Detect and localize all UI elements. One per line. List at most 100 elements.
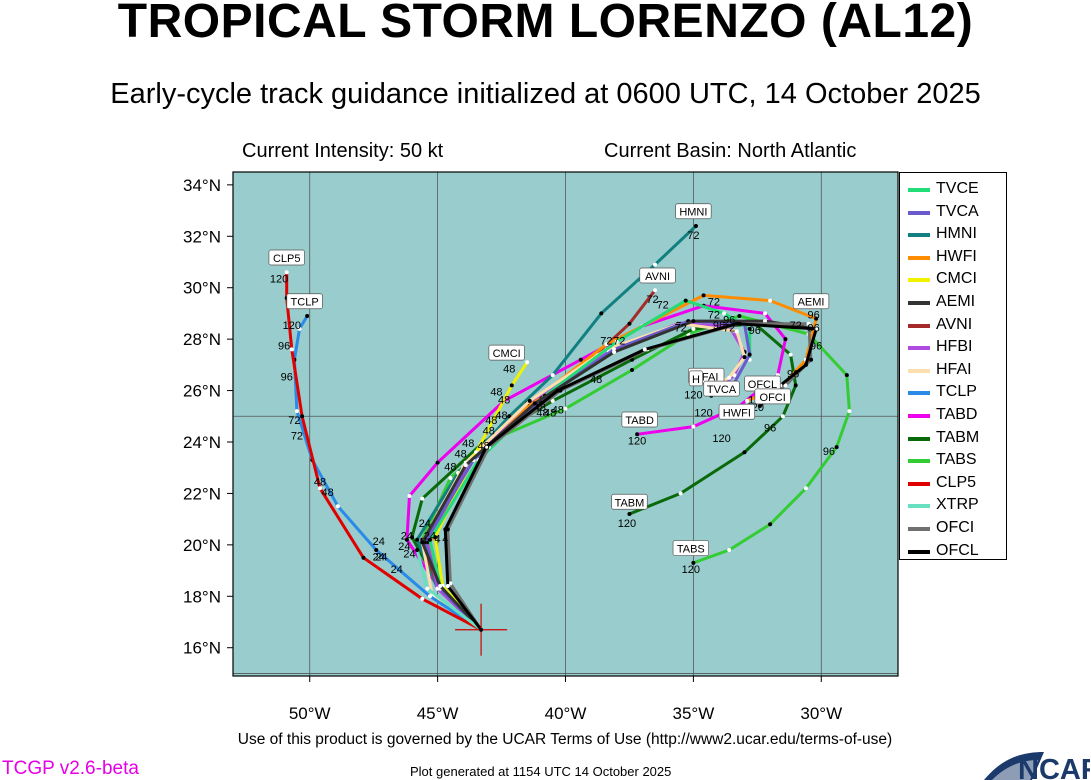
- track-point-tabd: [691, 424, 696, 429]
- hour-label: 48: [462, 438, 474, 450]
- hour-label: 96: [713, 320, 725, 332]
- legend-swatch: [908, 504, 930, 509]
- legend-swatch: [908, 278, 930, 283]
- track-point-hwfi: [604, 342, 609, 347]
- track-point-ofci: [783, 383, 788, 388]
- hour-label: 48: [590, 374, 602, 386]
- hour-label: 72: [646, 294, 658, 306]
- legend-label: TABM: [936, 428, 980, 446]
- track-label-ofci: OFCI: [754, 388, 791, 405]
- hour-label: 48: [322, 487, 334, 499]
- track-point-avni: [653, 288, 658, 293]
- hour-label: 48: [485, 415, 497, 427]
- logo-text: NCAR: [1018, 754, 1090, 780]
- track-label-hmni: HMNI: [675, 203, 712, 220]
- track-label-tvca: TVCA: [703, 380, 740, 397]
- storm-position-marker: [455, 603, 508, 656]
- legend-label: HWFI: [936, 247, 977, 265]
- y-tick-label: 30°N: [183, 279, 221, 298]
- x-tick-label: 35°W: [673, 704, 715, 723]
- track-label-box: [754, 388, 791, 405]
- track-point-ofcl: [734, 321, 739, 326]
- track-point-tabs: [727, 548, 732, 552]
- legend-swatch: [908, 255, 930, 260]
- track-point-xtrp: [425, 586, 430, 591]
- track-label-box: [792, 293, 830, 310]
- legend-item-ofcl: OFCL: [900, 540, 1006, 563]
- legend-item-hfai: HFAI: [900, 359, 1006, 382]
- legend-item-aemi: AEMI: [900, 291, 1006, 314]
- track-point-tvce: [614, 339, 619, 344]
- y-tick-label: 32°N: [183, 227, 221, 246]
- track-label-h: H: [688, 370, 703, 387]
- track-label-box: [286, 293, 323, 310]
- hour-label: 48: [314, 477, 326, 489]
- legend-item-avni: AVNI: [900, 314, 1006, 337]
- track-point-tvce: [427, 537, 432, 542]
- hour-label: 96: [723, 315, 735, 327]
- track-label-box: [688, 370, 703, 387]
- y-tick-label: 22°N: [183, 484, 221, 503]
- legend-label: HFAI: [936, 360, 972, 378]
- track-cmci: [433, 360, 529, 632]
- generated-timestamp: Plot generated at 1154 UTC 14 October 20…: [410, 764, 672, 779]
- track-label-text: H: [692, 374, 700, 386]
- track-label-text: AVNI: [645, 271, 670, 283]
- track-point-tabm: [691, 326, 696, 331]
- track-point-tabm: [550, 398, 555, 403]
- track-label-text: CMCI: [493, 348, 521, 360]
- legend-label: OFCI: [936, 519, 975, 536]
- logo-swoosh-highlight-icon: [992, 760, 1038, 780]
- track-point-tclp: [294, 409, 299, 414]
- track-label-box: [639, 267, 676, 284]
- track-point-tvca: [747, 352, 752, 357]
- legend-label: AVNI: [936, 315, 973, 333]
- track-point-tabd: [635, 432, 640, 437]
- track-label-text: AEMI: [798, 297, 825, 309]
- track-point-tabm: [788, 352, 793, 357]
- legend-swatch: [908, 346, 930, 351]
- hour-label: 72: [723, 322, 735, 334]
- legend-swatch: [908, 549, 930, 554]
- track-point-aemi: [420, 540, 425, 545]
- hour-label: 48: [478, 441, 490, 453]
- current-basin: Current Basin: North Atlantic: [604, 140, 857, 162]
- track-point-tabd: [578, 357, 583, 362]
- track-label-tabd: TABD: [621, 411, 658, 428]
- hour-label: 24: [424, 531, 436, 543]
- track-point-hwfi: [768, 298, 773, 303]
- hour-label: 96: [278, 340, 290, 352]
- track-point-tvce: [722, 311, 727, 316]
- track-point-ofcl: [484, 445, 489, 450]
- hour-label: 24: [391, 564, 403, 576]
- legend-swatch: [908, 527, 930, 531]
- track-point-ofcl: [803, 362, 808, 367]
- hour-label: 72: [708, 310, 720, 322]
- legend-item-hmni: HMNI: [900, 223, 1006, 246]
- hour-label: 96: [823, 446, 835, 458]
- track-label-tclp: TCLP: [286, 293, 323, 310]
- track-label-box: [268, 249, 305, 266]
- track-point-tabs: [448, 476, 453, 480]
- track-point-ofcl: [757, 404, 762, 408]
- y-tick-label: 34°N: [183, 176, 221, 195]
- track-point-hwfi: [701, 293, 706, 298]
- track-point-clp5: [420, 596, 425, 601]
- track-label-box: [672, 540, 709, 556]
- track-label-text: OFCL: [748, 379, 777, 391]
- track-point-tabm: [420, 496, 425, 501]
- hour-label: 24: [403, 549, 415, 561]
- track-point-xtrp: [415, 548, 420, 552]
- hour-label: 72: [291, 430, 303, 442]
- hour-label: 24: [419, 518, 431, 530]
- legend-swatch: [908, 414, 930, 418]
- x-tick-label: 40°W: [545, 704, 587, 723]
- hour-label: 48: [455, 448, 467, 460]
- track-label-box: [675, 203, 712, 220]
- hour-label: 96: [807, 310, 819, 322]
- track-point-ofci: [809, 357, 814, 362]
- legend-item-cmci: CMCI: [900, 268, 1006, 291]
- hour-label: 96: [749, 325, 761, 337]
- x-tick-label: 50°W: [289, 704, 331, 723]
